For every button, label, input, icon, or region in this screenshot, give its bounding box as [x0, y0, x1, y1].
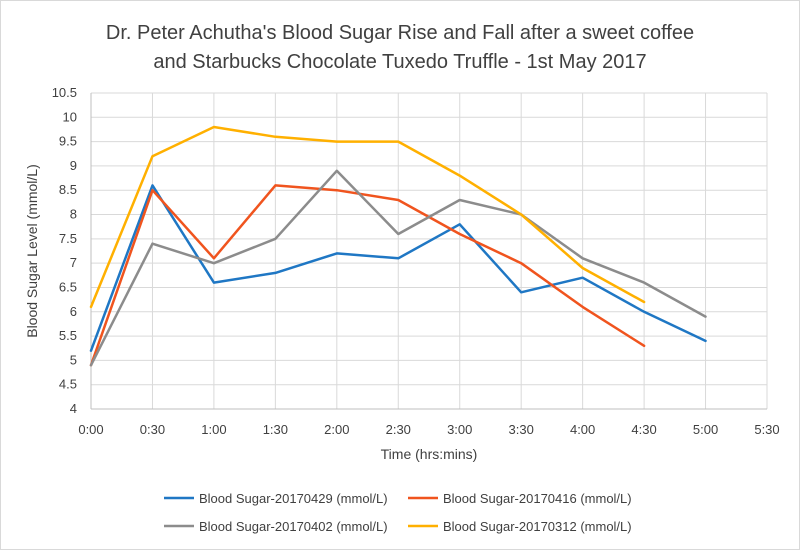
x-tick-label: 3:30	[509, 422, 534, 437]
legend-label-3: Blood Sugar-20170402 (mmol/L)	[199, 519, 388, 534]
y-tick-label: 8	[70, 207, 77, 222]
y-tick-label: 7.5	[59, 231, 77, 246]
x-tick-label: 5:30	[754, 422, 779, 437]
series-line-4	[89, 125, 646, 309]
x-tick-label: 5:00	[693, 422, 718, 437]
y-tick-label: 4	[70, 401, 77, 416]
legend-label-4: Blood Sugar-20170312 (mmol/L)	[443, 519, 632, 534]
legend-label-1: Blood Sugar-20170429 (mmol/L)	[199, 491, 388, 506]
series-line-2	[89, 184, 646, 367]
chart-title-line-2: and Starbucks Chocolate Tuxedo Truffle -…	[153, 51, 646, 73]
tick-labels: 4 4.5 5 5.5 6 6.5 7 7.5 8 8.5 9 9.5 10 10.5 0:00 0:30 1:…	[52, 85, 780, 437]
y-tick-label: 9.5	[59, 134, 77, 149]
gridlines	[91, 92, 768, 410]
x-axis-label: Time (hrs:mins)	[381, 446, 478, 462]
axes	[90, 93, 767, 410]
y-tick-label: 5.5	[59, 328, 77, 343]
y-tick-label: 10	[63, 109, 77, 124]
y-tick-label: 6	[70, 304, 77, 319]
chart-title-line-1: Dr. Peter Achutha's Blood Sugar Rise and…	[106, 22, 694, 44]
x-tick-label: 4:30	[631, 422, 656, 437]
legend-label-2: Blood Sugar-20170416 (mmol/L)	[443, 491, 632, 506]
y-tick-label: 8.5	[59, 182, 77, 197]
x-tick-label: 0:00	[78, 422, 103, 437]
y-tick-label: 6.5	[59, 279, 77, 294]
y-tick-label: 10.5	[52, 85, 77, 100]
y-tick-label: 9	[70, 158, 77, 173]
legend: Blood Sugar-20170429 (mmol/L) Blood Sugar…	[164, 491, 632, 534]
x-tick-label: 1:30	[263, 422, 288, 437]
y-tick-label: 5	[70, 352, 77, 367]
x-tick-label: 2:00	[324, 422, 349, 437]
series-line-1	[89, 184, 707, 352]
x-tick-label: 2:30	[386, 422, 411, 437]
x-tick-label: 1:00	[201, 422, 226, 437]
y-tick-label: 7	[70, 255, 77, 270]
y-tick-label: 4.5	[59, 377, 77, 392]
x-tick-label: 3:00	[447, 422, 472, 437]
series-lines	[89, 125, 707, 367]
y-axis-label: Blood Sugar Level (mmol/L)	[24, 164, 40, 338]
series-line-3	[89, 169, 707, 367]
x-tick-label: 0:30	[140, 422, 165, 437]
x-tick-label: 4:00	[570, 422, 595, 437]
